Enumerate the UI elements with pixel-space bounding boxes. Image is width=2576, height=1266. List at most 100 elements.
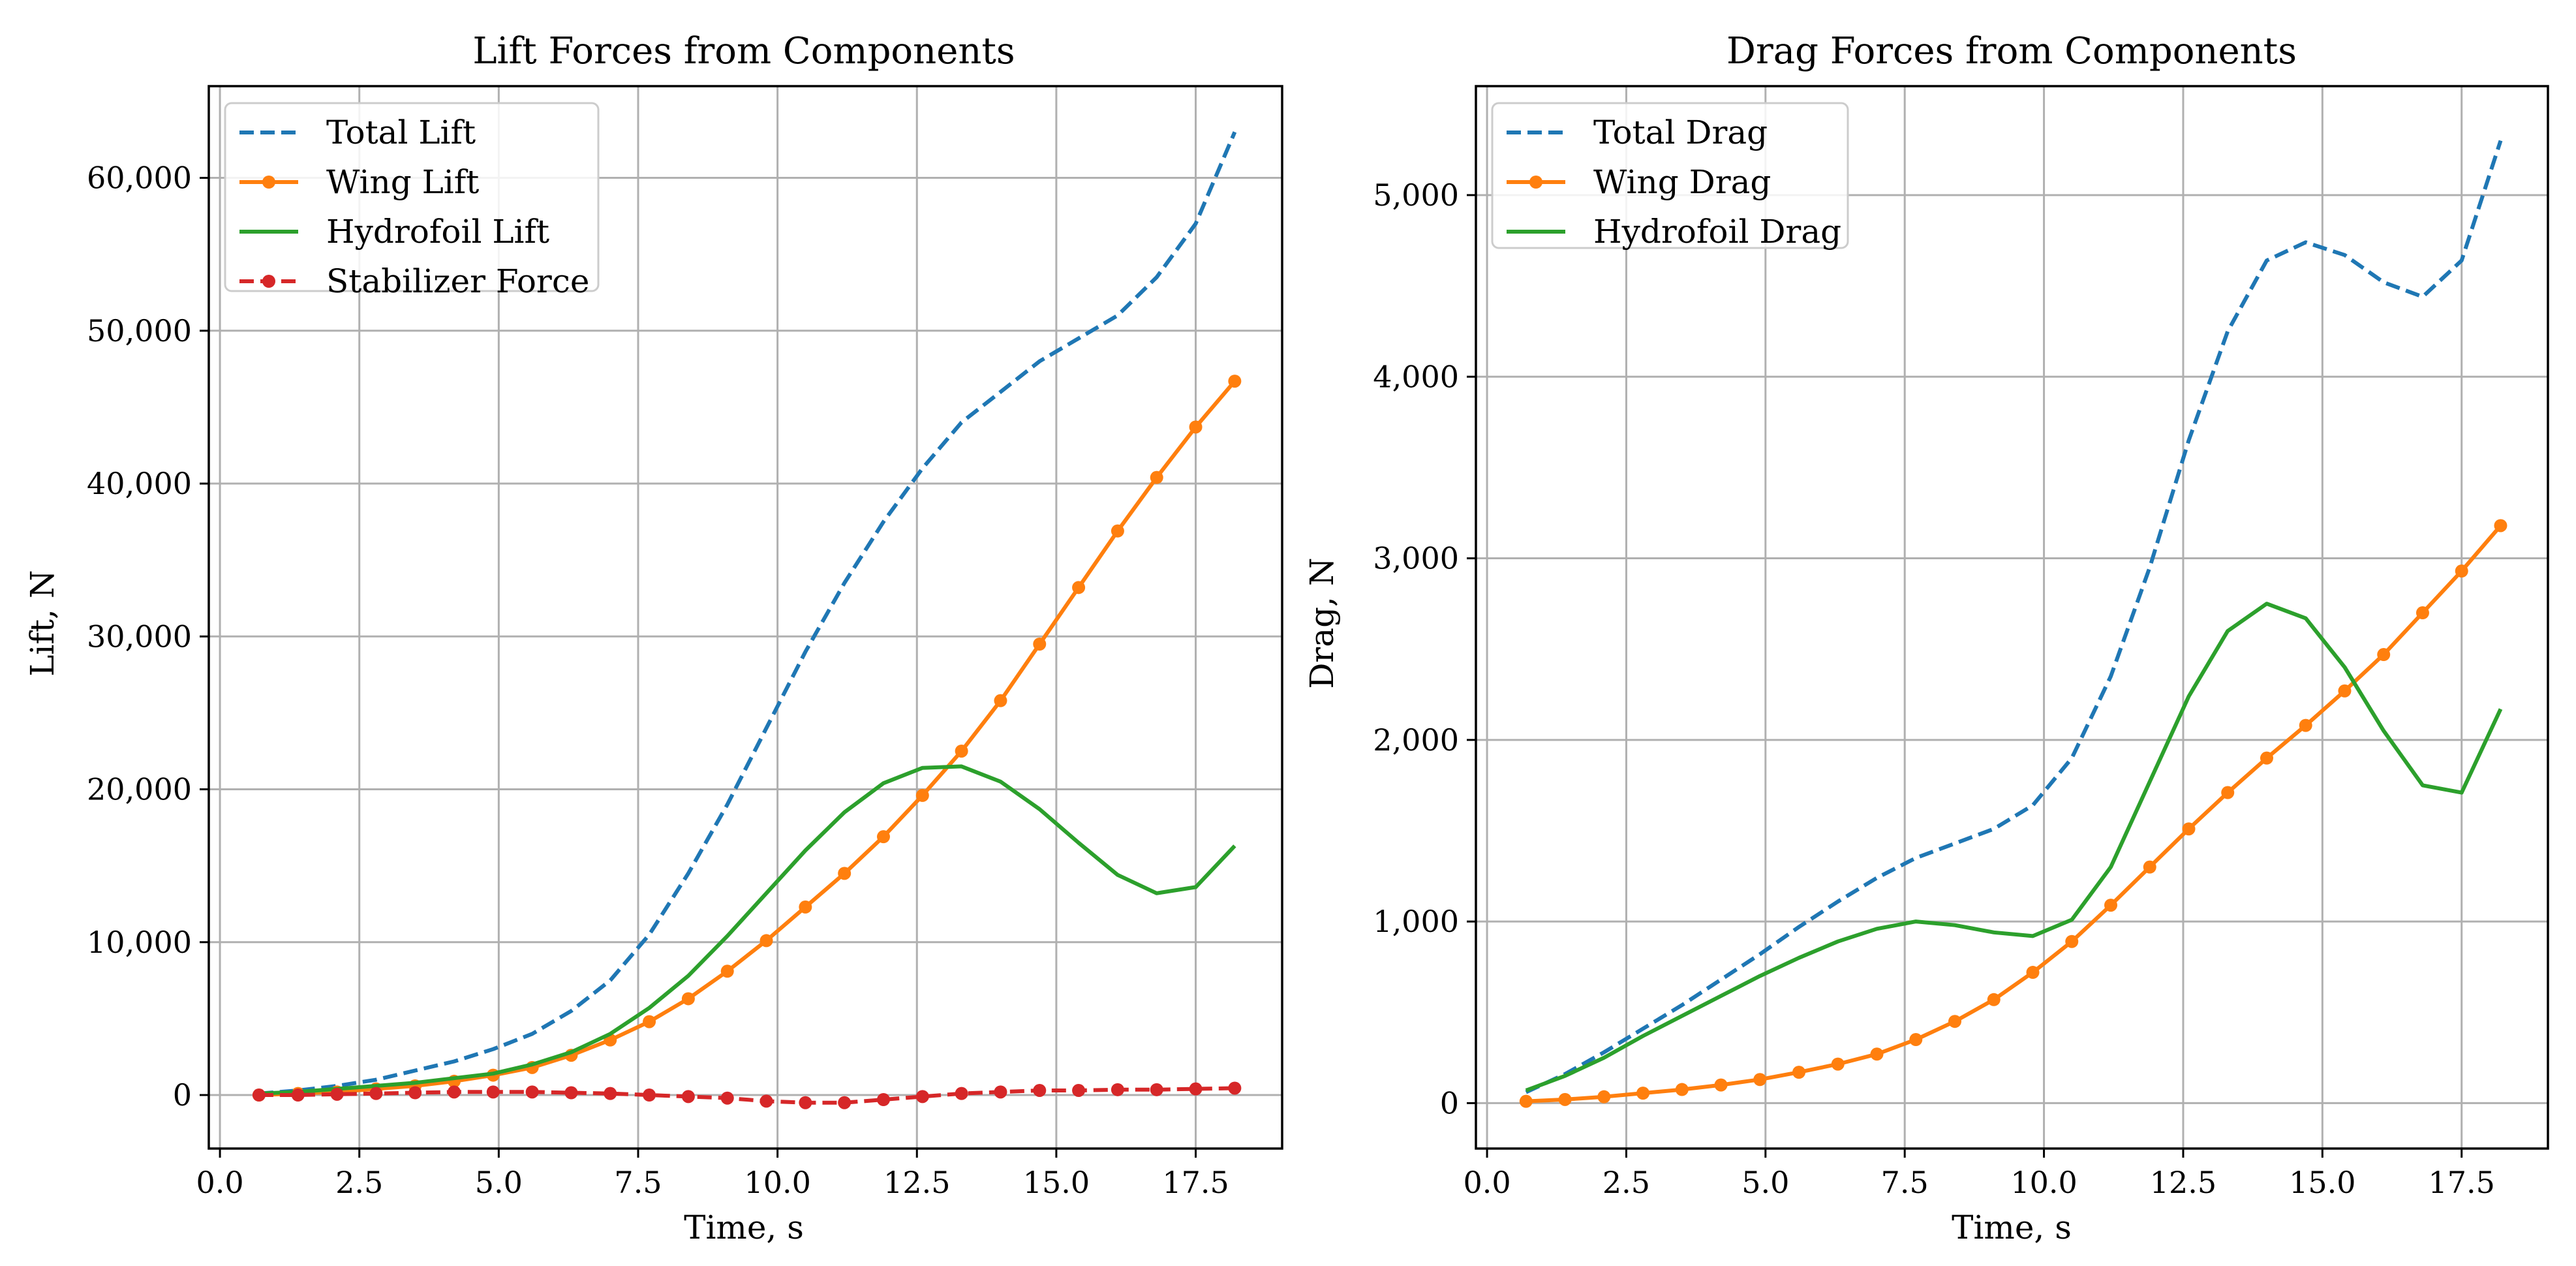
wing-lift-line — [258, 380, 1236, 1097]
legend-hydrofoil-lift-label: Hydrofoil Lift — [326, 213, 549, 251]
lift-ytick-label: 30,000 — [87, 619, 192, 654]
stabilizer-force-point — [408, 1086, 422, 1100]
drag-legend-box — [1491, 102, 1849, 249]
lift-legend: Total Lift Wing Lift Hydrofoil Lift Stabili… — [224, 102, 600, 300]
wing-lift-point — [994, 694, 1007, 707]
wing-drag-point — [2415, 606, 2429, 620]
stabilizer-force-point — [955, 1087, 968, 1100]
drag-ticks: 0.0 2.5 5.0 7.5 10.0 12.5 15.0 17.5 0 1,000 2,000 3… — [1373, 178, 2495, 1200]
stabilizer-force-line — [258, 1086, 1235, 1105]
wing-lift-point — [877, 830, 890, 844]
wing-lift-point — [1033, 637, 1047, 651]
legend-stabilizer-force-marker — [262, 275, 275, 288]
wing-drag-point — [1870, 1047, 1884, 1061]
lift-legend-box — [224, 102, 600, 292]
stabilizer-force-point — [252, 1088, 266, 1102]
drag-chart: Drag Forces from Components Time, s Drag… — [1303, 30, 2549, 1246]
drag-ytick-label: 0 — [1440, 1085, 1459, 1120]
wing-drag-point — [2065, 934, 2079, 948]
stabilizer-force-point — [720, 1091, 734, 1105]
legend-wing-lift-label: Wing Lift — [326, 163, 479, 201]
hydrofoil-lift-line — [258, 764, 1236, 1096]
drag-grid — [1476, 86, 2548, 1149]
stabilizer-force-point — [564, 1086, 578, 1100]
lift-series-group — [252, 131, 1242, 1109]
lift-ytick-label: 20,000 — [87, 772, 192, 807]
stabilizer-force-point — [799, 1096, 812, 1109]
wing-drag-point — [2338, 684, 2352, 698]
wing-lift-point — [759, 934, 773, 948]
wing-drag-point — [1636, 1087, 1650, 1100]
wing-drag-point — [2182, 822, 2196, 836]
wing-drag-point — [2299, 718, 2312, 732]
stabilizer-force-point — [525, 1085, 539, 1099]
legend-wing-drag-marker — [1529, 176, 1542, 189]
wing-drag-point — [2104, 899, 2117, 912]
drag-chart-ylabel: Drag, N — [1303, 557, 1341, 688]
drag-xtick-label: 15.0 — [2289, 1165, 2355, 1200]
drag-ytick-label: 1,000 — [1373, 904, 1459, 939]
drag-axes-frame — [1475, 85, 2549, 1150]
hydrofoil-drag-line — [1525, 602, 2503, 1092]
wing-drag-point — [2221, 786, 2235, 799]
drag-xtick-label: 2.5 — [1602, 1165, 1650, 1200]
drag-ytick-label: 2,000 — [1373, 722, 1459, 758]
wing-drag-point — [1792, 1066, 1806, 1079]
lift-ytick-label: 0 — [173, 1077, 192, 1113]
lift-ytick-label: 40,000 — [87, 466, 192, 501]
wing-drag-point — [1714, 1078, 1728, 1092]
wing-drag-point — [2026, 966, 2040, 980]
stabilizer-force-point — [915, 1090, 929, 1104]
lift-xtick-label: 7.5 — [614, 1165, 662, 1200]
wing-drag-point — [2377, 648, 2391, 662]
wing-drag-point — [1597, 1090, 1611, 1104]
stabilizer-force-point — [1189, 1082, 1203, 1096]
lift-xtick-label: 0.0 — [196, 1165, 244, 1200]
drag-chart-title: Drag Forces from Components — [1726, 30, 2297, 72]
wing-lift-point — [955, 744, 968, 758]
drag-chart-xlabel: Time, s — [1952, 1209, 2072, 1246]
wing-drag-point — [2494, 519, 2507, 533]
lift-xtick-label: 5.0 — [475, 1165, 523, 1200]
stabilizer-force-point — [759, 1094, 773, 1108]
lift-chart: Lift Forces from Components Time, s Lift… — [23, 30, 1283, 1246]
wing-lift-point — [681, 992, 695, 1006]
wing-drag-point — [1909, 1033, 1923, 1047]
drag-xtick-label: 7.5 — [1881, 1165, 1929, 1200]
lift-xtick-label: 2.5 — [335, 1165, 383, 1200]
lift-axes-frame — [207, 85, 1283, 1150]
wing-lift-point — [1228, 375, 1242, 388]
drag-xtick-label: 0.0 — [1463, 1165, 1510, 1200]
stabilizer-force-point — [1072, 1083, 1086, 1097]
wing-drag-point — [2143, 860, 2156, 874]
wing-lift-point — [838, 867, 851, 880]
wing-lift-point — [720, 965, 734, 978]
lift-chart-title: Lift Forces from Components — [472, 30, 1015, 72]
wing-drag-point — [1831, 1057, 1845, 1071]
wing-drag-point — [1753, 1073, 1767, 1087]
lift-ytick-label: 50,000 — [87, 313, 192, 348]
wing-drag-point — [1519, 1094, 1533, 1108]
stabilizer-force-point — [604, 1087, 617, 1100]
stabilizer-force-point — [994, 1085, 1007, 1099]
lift-ytick-label: 10,000 — [87, 925, 192, 960]
drag-legend: Total Drag Wing Drag Hydrofoil Drag — [1491, 102, 1849, 251]
total-lift-line — [258, 131, 1237, 1096]
drag-ytick-label: 4,000 — [1373, 359, 1459, 394]
wing-drag-line — [1526, 524, 2502, 1104]
wing-lift-point — [643, 1015, 656, 1028]
stabilizer-force-point — [448, 1085, 461, 1099]
lift-ticks: 0.0 2.5 5.0 7.5 10.0 12.5 15.0 17.5 0 10,000 20,00… — [87, 161, 1229, 1200]
drag-series-group — [1519, 140, 2507, 1108]
legend-hydrofoil-drag-label: Hydrofoil Drag — [1593, 213, 1841, 251]
stabilizer-force-point — [486, 1085, 500, 1099]
drag-xtick-label: 12.5 — [2150, 1165, 2216, 1200]
drag-xtick-label: 17.5 — [2428, 1165, 2494, 1200]
legend-total-lift-label: Total Lift — [326, 114, 476, 151]
wing-lift-point — [799, 900, 812, 914]
drag-ytick-label: 3,000 — [1373, 541, 1459, 576]
stabilizer-force-point — [1150, 1083, 1163, 1096]
stabilizer-force-point — [877, 1093, 890, 1107]
lift-chart-xlabel: Time, s — [684, 1209, 804, 1246]
